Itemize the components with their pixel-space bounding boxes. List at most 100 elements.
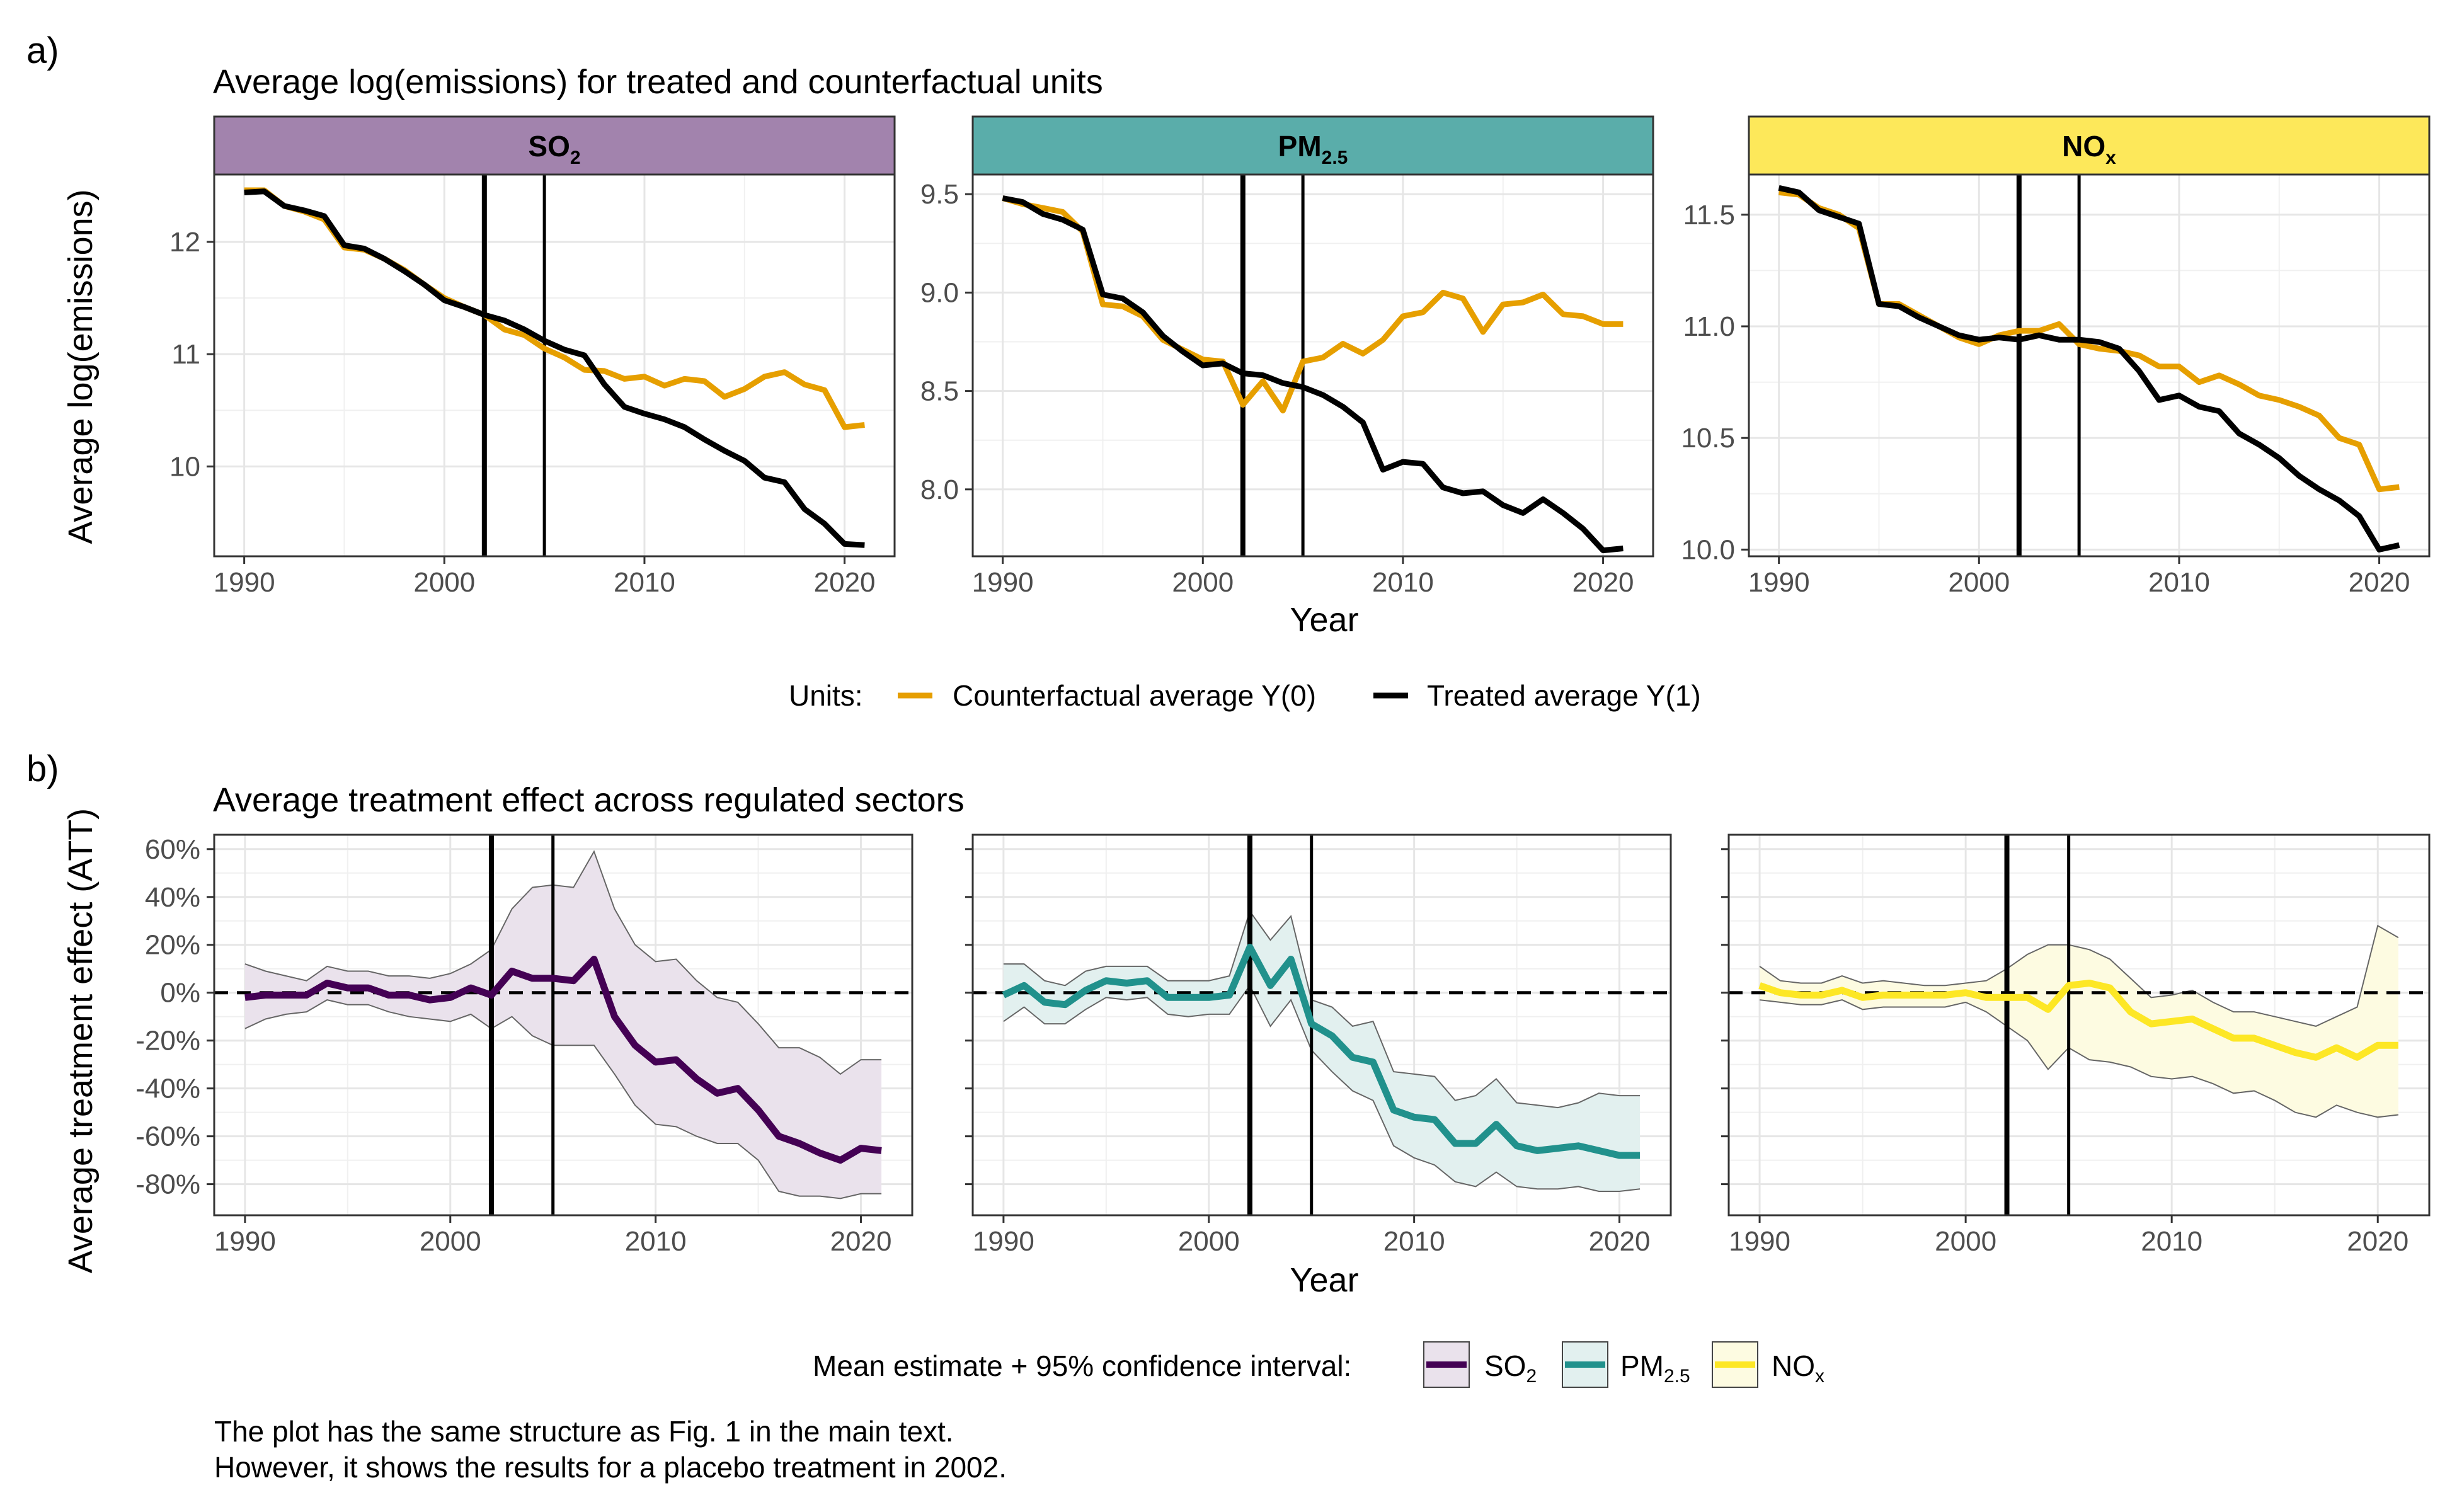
lower-bound-so2-att [244,999,882,1200]
x-tick-label: 2000 [1178,1226,1240,1257]
y-tick-label: 60% [145,834,200,865]
x-tick-label: 2000 [413,567,475,598]
x-tick-label: 1990 [1748,567,1810,598]
series-line-pm25-emissions [1002,195,1624,554]
y-tick-label: 8.5 [920,376,959,407]
x-tick-label: 2010 [614,567,675,598]
caption-line-1: The plot has the same structure as Fig. … [214,1415,954,1448]
panel-nox-emissions: 1990 2000 2010 2020 10.0 10.5 11.0 11.5 [1681,173,2431,598]
legend-nox-label: NOx [1772,1349,1824,1387]
y-tick-label: 10.5 [1681,423,1735,454]
legend-pm25-label: PM2.5 [1620,1349,1690,1387]
strip-nox-label: NOx [2062,130,2116,168]
upper-bound-nox-att [1759,924,2399,1027]
strip-nox-background [1748,115,2431,176]
series-line-nox-att [1758,980,2398,1061]
bottom-x-axis-label: Year [1290,1261,1358,1299]
lower-bound-nox-att [1759,999,2399,1118]
panel-so2-att: 1990 2000 2010 2020 -80% -60% -40% -20% 0% 20% 40%… [135,833,914,1257]
top-y-axis-label: Average log(emissions) [62,189,100,544]
upper-bound-so2-att [244,850,882,1075]
legend-counterfactual-label: Counterfactual average Y(0) [953,679,1316,712]
y-tick-label: 9.5 [920,179,959,210]
x-tick-label: 2020 [814,567,876,598]
y-tick-label: -20% [135,1026,200,1057]
strip-pm25-background [971,115,1654,176]
strip-nox: NOx [1748,115,2431,176]
x-tick-label: 1990 [214,1226,276,1257]
top-title: Average log(emissions) for treated and c… [213,63,1103,101]
bottom-y-axis-label: Average treatment effect (ATT) [62,808,100,1273]
strip-so2: SO2 [213,115,896,176]
legend-units: Units: Counterfactual average Y(0) Treat… [789,679,1701,712]
y-tick-label: 11.5 [1683,200,1735,231]
y-tick-label: 12 [169,227,200,258]
y-tick-label: 9.0 [920,277,959,308]
top-x-axis-label: Year [1290,601,1358,639]
x-tick-label: 1990 [972,567,1034,598]
strip-pm25: PM2.5 [971,115,1654,176]
legend-att-title: Mean estimate + 95% confidence interval: [813,1349,1351,1382]
series-line-so2-att [244,956,882,1164]
series-line-pm25-att [1002,944,1641,1159]
panel-border [1727,833,2431,1217]
panel-a-label: a) [26,30,59,71]
panel-pm25-emissions: 1990 2000 2010 2020 8.0 8.5 9.0 9.5 [920,173,1654,598]
confidence-band-so2-att [244,851,882,1199]
panel-border [1748,173,2431,558]
lower-bound-pm25-att [1003,984,1641,1192]
legend-so2-label: SO2 [1484,1349,1537,1387]
y-tick-label: -80% [135,1169,200,1200]
x-tick-label: 2020 [2347,1226,2408,1257]
panel-border [971,173,1654,558]
strip-so2-label: SO2 [528,130,580,168]
panel-nox-att: 1990 2000 2010 2020 [1721,833,2431,1257]
x-tick-label: 1990 [214,567,275,598]
x-tick-label: 2010 [625,1226,687,1257]
y-tick-label: -60% [135,1121,200,1152]
legend-units-title: Units: [789,679,863,712]
panel-pm25-att: 1990 2000 2010 2020 [965,833,1672,1257]
strip-pm25-label: PM2.5 [1278,130,1348,168]
y-tick-label: 11.0 [1683,311,1735,342]
panel-border [213,173,896,558]
bottom-title: Average treatment effect across regulate… [213,781,965,819]
y-tick-label: 10.0 [1681,534,1735,565]
x-tick-label: 1990 [973,1226,1034,1257]
y-tick-label: 40% [145,882,200,913]
x-tick-label: 1990 [1729,1226,1790,1257]
upper-bound-pm25-att [1003,910,1641,1109]
caption-line-2: However, it shows the results for a plac… [214,1451,1007,1484]
x-tick-label: 2020 [830,1226,892,1257]
series-line-so2-emissions [244,187,865,430]
panel-b-label: b) [26,748,59,789]
y-tick-label: 20% [145,930,200,961]
x-tick-label: 2010 [1372,567,1434,598]
x-tick-label: 2000 [1948,567,2010,598]
panel-border [971,833,1672,1217]
x-tick-label: 2020 [2349,567,2410,598]
y-tick-label: 8.0 [920,474,959,505]
x-tick-label: 2010 [2148,567,2210,598]
y-tick-label: 11 [171,339,200,370]
x-tick-label: 2020 [1589,1226,1651,1257]
series-line-nox-emissions [1778,185,2400,553]
confidence-band-pm25-att [1003,911,1641,1191]
x-tick-label: 2000 [420,1226,481,1257]
x-tick-label: 2020 [1572,567,1634,598]
confidence-band-nox-att [1760,925,2398,1118]
y-tick-label: 0% [160,978,200,1009]
legend-att: Mean estimate + 95% confidence interval:… [813,1341,1824,1388]
y-tick-label: 10 [169,451,200,482]
series-line-pm25-emissions [1002,195,1624,414]
panel-border [213,833,914,1217]
legend-treated-label: Treated average Y(1) [1427,679,1701,712]
series-line-so2-emissions [244,188,865,548]
strip-so2-background [213,115,896,176]
x-tick-label: 2000 [1935,1226,1996,1257]
x-tick-label: 2010 [2141,1226,2202,1257]
x-tick-label: 2000 [1172,567,1234,598]
y-tick-label: -40% [135,1074,200,1104]
x-tick-label: 2010 [1383,1226,1445,1257]
